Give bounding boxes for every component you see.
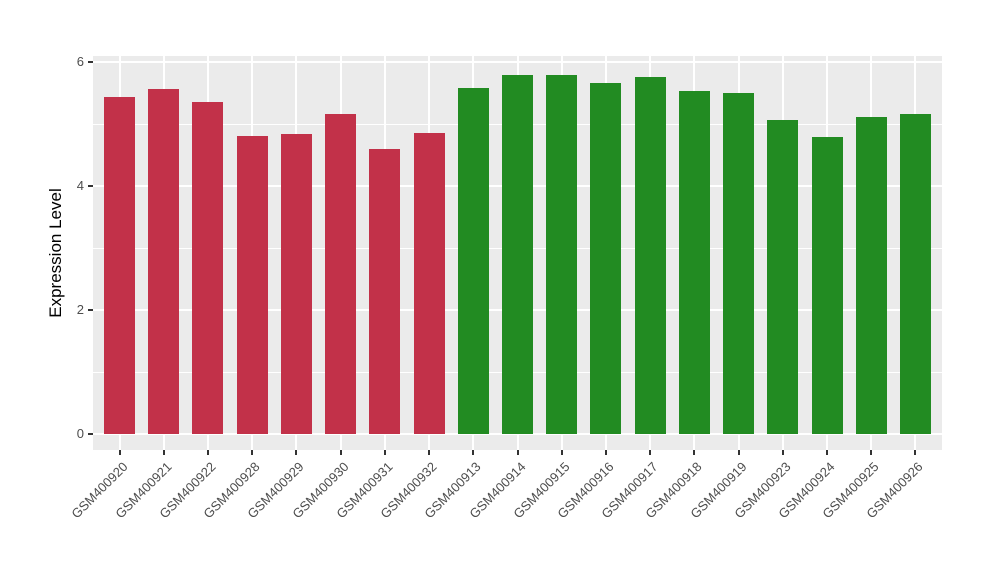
bar [634, 77, 666, 434]
x-tick-mark [206, 450, 209, 455]
plot-panel [93, 56, 942, 450]
x-tick-mark [383, 450, 386, 455]
x-tick-mark [826, 450, 829, 455]
bar [590, 82, 622, 434]
bar [767, 119, 799, 434]
bar [104, 97, 135, 434]
bar [192, 101, 224, 434]
x-tick-mark [649, 450, 652, 455]
y-tick-label: 6 [76, 53, 84, 69]
y-tick-label: 4 [76, 177, 84, 193]
bar [546, 74, 578, 434]
y-tick-mark [88, 308, 93, 311]
bar [723, 93, 755, 434]
x-tick-mark [781, 450, 784, 455]
bar [148, 89, 180, 434]
gridline-major [93, 432, 942, 435]
bar [855, 116, 887, 434]
bar [280, 134, 312, 434]
y-tick-label: 2 [76, 301, 84, 317]
y-tick-mark [88, 60, 93, 63]
x-tick-mark [118, 450, 121, 455]
bar [413, 133, 445, 434]
x-tick-mark [693, 450, 696, 455]
y-tick-mark [88, 432, 93, 435]
x-tick-mark [516, 450, 519, 455]
x-tick-mark [339, 450, 342, 455]
gridline-major [93, 60, 942, 63]
x-tick-mark [162, 450, 165, 455]
bar [899, 114, 931, 434]
x-tick-mark [870, 450, 873, 455]
x-tick-mark [472, 450, 475, 455]
y-axis-title: Expression Level [46, 188, 65, 318]
bar [369, 148, 401, 434]
y-tick-mark [88, 184, 93, 187]
x-tick-mark [737, 450, 740, 455]
x-tick-mark [251, 450, 254, 455]
y-tick-label: 0 [76, 425, 84, 441]
bar [502, 75, 533, 434]
bar [457, 87, 489, 434]
bar [236, 135, 268, 434]
x-tick-mark [428, 450, 431, 455]
bar [811, 136, 843, 434]
bar [678, 91, 710, 434]
x-tick-mark [295, 450, 298, 455]
x-tick-mark [914, 450, 917, 455]
bar [325, 114, 357, 434]
x-tick-mark [560, 450, 563, 455]
x-tick-mark [604, 450, 607, 455]
